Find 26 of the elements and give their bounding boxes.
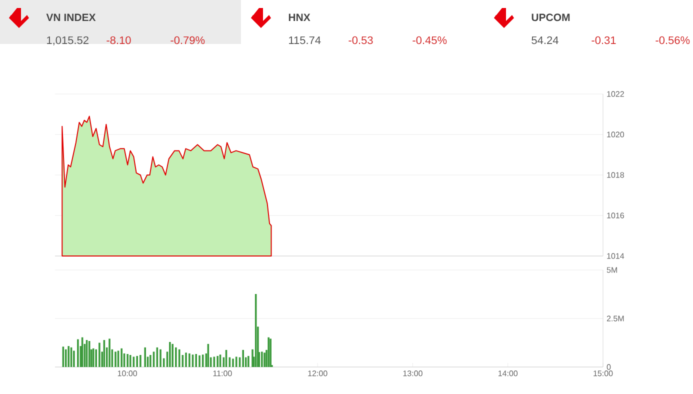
x-tick-label: 12:00	[308, 370, 328, 376]
text: -0.56%	[656, 36, 690, 44]
x-tick-label: 10:00	[118, 370, 138, 376]
text: -0.31	[592, 36, 616, 44]
text: 1,015.52	[47, 36, 88, 46]
y-tick-label: 1020	[607, 132, 624, 138]
y-tick-label: 1016	[607, 212, 624, 218]
y-tick-label: 1018	[607, 172, 624, 178]
x-tick-label: 14:00	[498, 370, 518, 376]
x-tick-label: 11:00	[213, 370, 232, 376]
text: -0.45%	[412, 36, 447, 44]
text: UPCOM	[532, 14, 570, 22]
y-tick-label: 2.5M	[606, 316, 624, 322]
text: -0.79%	[170, 36, 205, 44]
text: 54.24	[532, 36, 558, 44]
text: VN INDEX	[46, 14, 96, 21]
x-tick-label: 13:00	[403, 370, 422, 376]
y-tick-label: 5M	[606, 267, 617, 273]
y-tick-label: 1022	[607, 91, 624, 97]
x-tick-label: 15:00	[594, 370, 613, 376]
y-tick-label: 1014	[607, 253, 624, 259]
text: -0.53	[348, 36, 373, 44]
y-tick-label: 0	[606, 364, 611, 370]
text: HNX	[288, 14, 310, 21]
text: 115.74	[289, 36, 321, 44]
text: -8.10	[106, 36, 131, 44]
